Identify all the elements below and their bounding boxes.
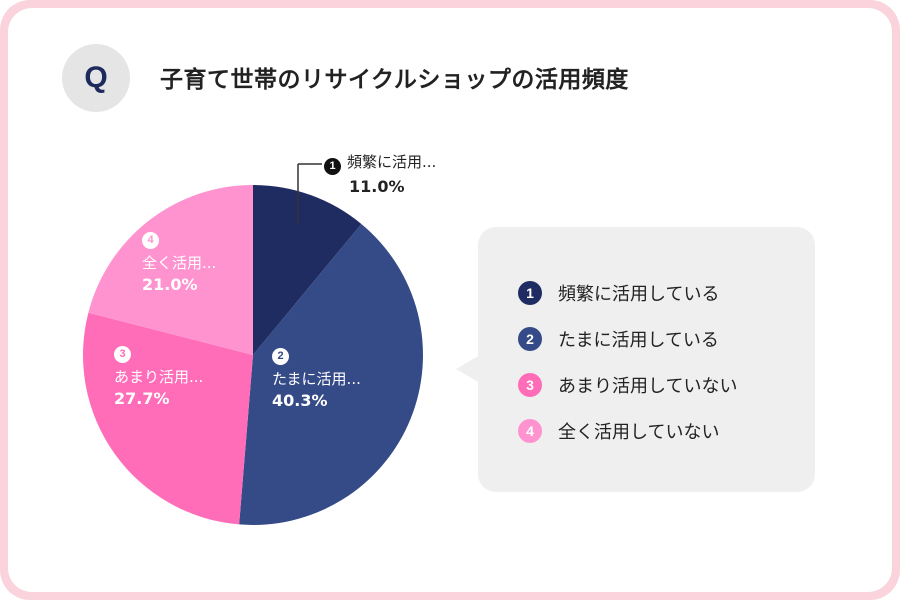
legend-list: 1 頻繁に活用している 2 たまに活用している 3 あまり活用していない 4 全… — [518, 281, 737, 465]
legend-num-4: 4 — [518, 419, 542, 443]
legend-label-4: 全く活用していない — [558, 422, 720, 443]
legend-num-1: 1 — [518, 281, 542, 305]
slice-num-2: 2 — [272, 348, 289, 365]
slice-label-4: 4 全く活用... 21.0% — [142, 232, 216, 295]
legend-num-3: 3 — [518, 373, 542, 397]
slice-num-1: 1 — [324, 158, 341, 175]
slice-num-4: 4 — [142, 232, 159, 249]
slice-label-1: 1 頻繁に活用... 11.0% — [324, 152, 436, 197]
legend-label-1: 頻繁に活用している — [558, 284, 720, 305]
pie-slice-3 — [82, 312, 253, 525]
legend-item-1: 1 頻繁に活用している — [518, 281, 737, 305]
legend-item-2: 2 たまに活用している — [518, 327, 737, 351]
question-badge: Q — [62, 44, 130, 112]
slice-text-2: たまに活用... — [272, 370, 361, 388]
pie-slice-4 — [88, 185, 253, 355]
slice-value-2: 40.3% — [272, 391, 328, 410]
slice-num-3: 3 — [114, 346, 131, 363]
slice-label-2: 2 たまに活用... 40.3% — [272, 348, 361, 411]
pie-slice-2 — [239, 224, 423, 525]
chart-title: 子育て世帯のリサイクルショップの活用頻度 — [160, 67, 629, 93]
slice-value-1: 11.0% — [349, 177, 405, 196]
legend-label-2: たまに活用している — [558, 330, 719, 351]
slice-text-4: 全く活用... — [142, 254, 217, 272]
legend-num-2: 2 — [518, 327, 542, 351]
slice-text-1: 頻繁に活用... — [347, 153, 437, 171]
slice-label-3: 3 あまり活用... 27.7% — [114, 346, 203, 409]
legend-item-4: 4 全く活用していない — [518, 419, 737, 443]
legend: 1 頻繁に活用している 2 たまに活用している 3 あまり活用していない 4 全… — [478, 227, 815, 492]
legend-label-3: あまり活用していない — [558, 376, 738, 397]
slice-value-3: 27.7% — [114, 389, 170, 408]
legend-item-3: 3 あまり活用していない — [518, 373, 737, 397]
legend-pointer — [456, 355, 480, 383]
slice-value-4: 21.0% — [142, 275, 198, 294]
slice-text-3: あまり活用... — [114, 368, 204, 386]
pie-slice-1 — [253, 185, 362, 355]
